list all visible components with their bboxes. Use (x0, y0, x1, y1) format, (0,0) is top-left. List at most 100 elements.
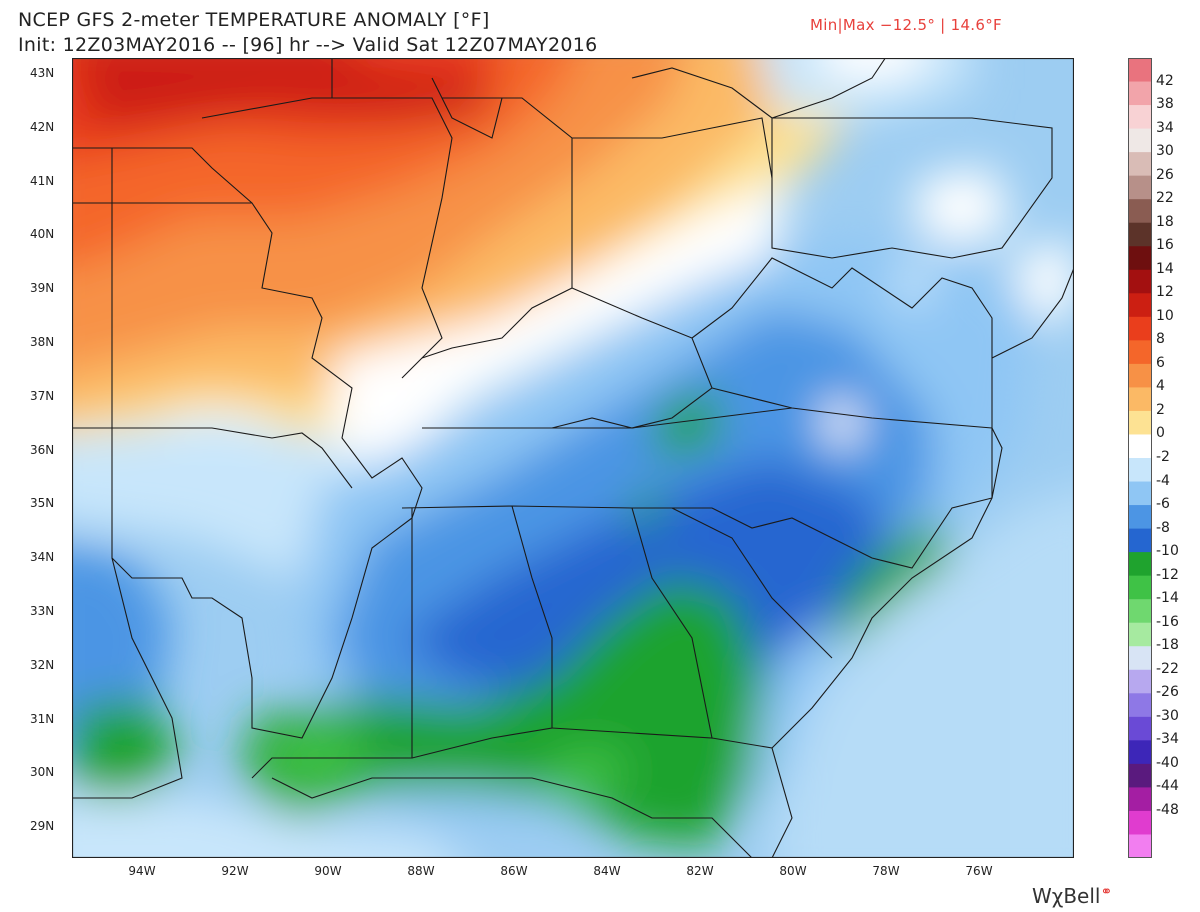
legend-label: -40 (1156, 754, 1179, 771)
anomaly-warm-field (72, 58, 1074, 858)
latitude-tick-label: 43N (30, 66, 55, 80)
legend-swatch (1128, 340, 1152, 365)
longitude-tick-label: 90W (314, 864, 342, 878)
legend-swatch (1128, 810, 1152, 835)
latitude-tick-label: 32N (30, 657, 55, 672)
legend-swatch (1128, 81, 1152, 106)
latitude-tick-label: 35N (30, 496, 55, 511)
legend-label: -34 (1156, 731, 1179, 748)
temperature-anomaly-map (72, 58, 1074, 858)
legend-swatch (1128, 528, 1152, 553)
legend-label: 10 (1156, 307, 1174, 324)
legend-swatch (1128, 505, 1152, 530)
longitude-tick-label: 82W (686, 864, 714, 878)
legend-swatch (1128, 363, 1152, 388)
legend-label: -22 (1156, 660, 1179, 677)
legend-swatch (1128, 716, 1152, 741)
latitude-tick-label: 29N (30, 819, 55, 834)
legend-swatch (1128, 740, 1152, 765)
legend-swatch (1128, 152, 1152, 177)
legend-swatch (1128, 763, 1152, 788)
color-legend (1128, 58, 1152, 858)
legend-swatch (1128, 434, 1152, 459)
legend-swatch (1128, 481, 1152, 506)
latitude-tick-label: 34N (30, 550, 55, 565)
latitude-tick-label: 30N (30, 765, 55, 780)
legend-label: 26 (1156, 166, 1174, 183)
map-frame (72, 58, 1074, 858)
legend-swatch (1128, 105, 1152, 130)
legend-swatch (1128, 128, 1152, 153)
legend-swatch (1128, 293, 1152, 318)
legend-frame (1128, 58, 1152, 858)
longitude-tick-label: 76W (965, 864, 993, 878)
longitude-tick-label: 84W (593, 864, 621, 878)
legend-swatch (1128, 834, 1152, 858)
legend-label: 16 (1156, 237, 1174, 254)
minmax-readout: Min|Max −12.5° | 14.6°F (810, 16, 1002, 34)
legend-label: 38 (1156, 96, 1174, 113)
longitude-tick-label: 94W (128, 864, 156, 878)
legend-label: -30 (1156, 707, 1179, 724)
legend-swatch (1128, 693, 1152, 718)
latitude-tick-label: 39N (30, 281, 55, 296)
legend-swatch (1128, 410, 1152, 435)
legend-swatch (1128, 599, 1152, 624)
legend-label: -4 (1156, 472, 1170, 489)
wxbell-logo: WχBell⚭ (1032, 884, 1112, 908)
latitude-tick-label: 42N (30, 119, 55, 134)
legend-label: -48 (1156, 801, 1179, 818)
latitude-tick-label: 31N (30, 711, 55, 726)
legend-swatch (1128, 622, 1152, 647)
legend-label: 6 (1156, 354, 1165, 371)
legend-swatch (1128, 199, 1152, 224)
legend-swatch (1128, 222, 1152, 247)
legend-swatch (1128, 646, 1152, 671)
legend-swatch (1128, 269, 1152, 294)
legend-label: 4 (1156, 378, 1165, 395)
brand-text: WχBell (1032, 884, 1101, 908)
latitude-tick-label: 37N (30, 388, 55, 403)
legend-label: 42 (1156, 72, 1174, 89)
latitude-tick-label: 33N (30, 604, 55, 618)
legend-label: 8 (1156, 331, 1165, 348)
legend-label: -12 (1156, 566, 1179, 583)
legend-label: -8 (1156, 519, 1170, 536)
legend-label: -44 (1156, 778, 1179, 795)
legend-swatch (1128, 552, 1152, 577)
latitude-tick-label: 38N (30, 335, 55, 349)
legend-label: 34 (1156, 119, 1174, 136)
legend-swatch (1128, 316, 1152, 341)
state-boundaries (72, 58, 1074, 858)
legend-label: 12 (1156, 284, 1174, 301)
brand-dot-icon: ⚭ (1100, 884, 1113, 900)
longitude-tick-label: 86W (500, 864, 528, 878)
legend-label: -26 (1156, 684, 1179, 701)
longitude-tick-label: 92W (221, 864, 249, 878)
legend-label: 0 (1156, 425, 1165, 442)
legend-swatch (1128, 669, 1152, 694)
legend-label: -14 (1156, 590, 1179, 607)
legend-label: 14 (1156, 260, 1174, 277)
legend-swatch (1128, 246, 1152, 271)
legend-label: -18 (1156, 637, 1179, 654)
longitude-tick-label: 78W (872, 864, 900, 878)
legend-label: 18 (1156, 213, 1174, 230)
map-title: NCEP GFS 2-meter TEMPERATURE ANOMALY [°F… (18, 9, 490, 31)
legend-swatch (1128, 575, 1152, 600)
legend-swatch (1128, 58, 1152, 83)
longitude-tick-label: 88W (407, 864, 435, 878)
legend-swatch (1128, 175, 1152, 200)
legend-label: 22 (1156, 190, 1174, 207)
legend-swatch (1128, 787, 1152, 812)
map-subtitle: Init: 12Z03MAY2016 -- [96] hr --> Valid … (18, 34, 598, 56)
legend-label: 30 (1156, 143, 1174, 160)
latitude-tick-label: 36N (30, 442, 55, 457)
latitude-tick-label: 40N (30, 227, 55, 242)
legend-label: -2 (1156, 449, 1170, 465)
legend-label: -10 (1156, 543, 1179, 560)
legend-label: -16 (1156, 613, 1179, 630)
latitude-tick-label: 41N (30, 173, 55, 188)
legend-label: -6 (1156, 496, 1170, 513)
legend-swatch (1128, 458, 1152, 483)
